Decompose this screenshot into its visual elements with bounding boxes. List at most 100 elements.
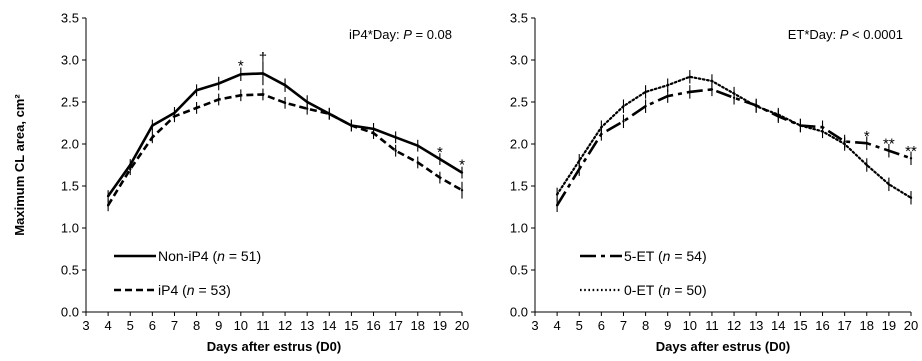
- data-point: [394, 136, 397, 139]
- data-point: [555, 193, 559, 196]
- significance-marker: †: [259, 50, 267, 67]
- data-point: [710, 79, 714, 83]
- x-tick-label: 8: [642, 318, 649, 333]
- significance-marker: *: [238, 58, 244, 75]
- data-point: [151, 136, 154, 139]
- x-axis-label: Days after estrus (D0): [207, 339, 341, 354]
- y-tick-label: 3.5: [61, 11, 79, 26]
- significance-marker: *: [864, 128, 870, 145]
- data-point: [622, 105, 625, 108]
- x-tick-label: 9: [664, 318, 671, 333]
- data-point: [261, 93, 265, 96]
- legend-item-Non-iP4: Non-iP4 (n = 51): [114, 248, 261, 264]
- y-tick-label: 1.0: [510, 221, 528, 236]
- x-tick-label: 5: [127, 318, 134, 333]
- data-point: [283, 84, 287, 87]
- x-tick-label: 8: [193, 318, 200, 333]
- annotation-p: P: [403, 27, 412, 42]
- x-tick-label: 11: [256, 318, 270, 333]
- legend-series-name: 0-ET (: [624, 282, 663, 298]
- annotation-prefix: iP4*Day:: [349, 27, 403, 42]
- data-point: [239, 73, 243, 76]
- legend-item-0-ET: 0-ET (n = 50): [580, 282, 707, 298]
- legend-series-name: iP4 (: [158, 282, 187, 298]
- x-tick-label: 16: [815, 318, 829, 333]
- data-point: [732, 92, 736, 95]
- y-tick-label: 3.0: [61, 53, 79, 68]
- data-point: [305, 100, 309, 104]
- legend-label: Non-iP4 (n = 51): [158, 248, 261, 264]
- y-tick-label: 2.5: [510, 95, 528, 110]
- data-point: [416, 161, 419, 164]
- data-point: [106, 204, 110, 207]
- data-point: [106, 194, 110, 198]
- x-tick-label: 13: [749, 318, 763, 333]
- data-point: [821, 130, 824, 133]
- x-tick-label: 15: [344, 318, 358, 333]
- x-tick-label: 13: [300, 318, 314, 333]
- series-iP4: [106, 88, 464, 212]
- data-point: [644, 105, 647, 108]
- legend-n: n: [187, 282, 195, 298]
- annotation-p: P: [840, 27, 849, 42]
- data-point: [555, 204, 559, 207]
- data-point: [438, 157, 442, 161]
- series-line: [106, 93, 463, 206]
- data-point: [887, 149, 891, 152]
- x-tick-label: 19: [882, 318, 896, 333]
- y-tick-label: 0.0: [510, 305, 528, 320]
- x-axis-label: Days after estrus (D0): [656, 339, 790, 354]
- annotation-prefix: ET*Day:: [788, 27, 840, 42]
- annotation-value: = 0.08: [412, 27, 452, 42]
- x-tick-label: 18: [411, 318, 425, 333]
- y-axis-label: Maximum CL area, cm²: [12, 94, 27, 236]
- y-tick-label: 1.5: [510, 179, 528, 194]
- x-tick-label: 14: [322, 318, 336, 333]
- data-point: [865, 163, 868, 167]
- y-tick-label: 0.5: [61, 263, 79, 278]
- y-tick-label: 2.0: [61, 137, 79, 152]
- data-point: [328, 112, 331, 115]
- x-tick-label: 7: [171, 318, 178, 333]
- x-tick-label: 11: [705, 318, 719, 333]
- x-tick-label: 4: [554, 318, 561, 333]
- x-tick-label: 14: [771, 318, 785, 333]
- significance-marker: *: [459, 157, 465, 174]
- data-point: [394, 149, 397, 152]
- legend-n-value: = 54): [670, 248, 706, 264]
- y-tick-label: 0.5: [510, 263, 528, 278]
- data-point: [909, 196, 913, 199]
- data-point: [261, 72, 265, 75]
- series-Non-iP4: [106, 61, 464, 202]
- chart-panel-1: 0.0 0.5 1.0 1.5 2.0 2.5 3.0 3.5 3 4 5 6 7 8 9 10 11 12 13 1…: [12, 11, 469, 355]
- legend-label: iP4 (n = 53): [158, 282, 231, 298]
- legend-n-value: = 51): [225, 248, 261, 264]
- y-tick-label: 1.5: [61, 179, 79, 194]
- data-point: [460, 189, 464, 192]
- x-tick-label: 9: [215, 318, 222, 333]
- legend-n: n: [663, 248, 671, 264]
- x-tick-label: 12: [727, 318, 741, 333]
- data-point: [666, 84, 669, 87]
- series-5-ET: [555, 82, 913, 213]
- x-tick-label: 19: [433, 318, 447, 333]
- chart-panel-2: 0.0 0.5 1.0 1.5 2.0 2.5 3.0 3.5 3 4 5 6 7 8 9 10 11 12 13 1…: [510, 11, 918, 355]
- data-point: [416, 144, 419, 147]
- x-tick-label: 17: [837, 318, 851, 333]
- legend-series-name: Non-iP4 (: [158, 248, 217, 264]
- significance-marker: *: [437, 144, 443, 161]
- interaction-p-value: iP4*Day: P = 0.08: [349, 27, 452, 42]
- x-tick-label: 20: [904, 318, 918, 333]
- x-tick-label: 3: [82, 318, 89, 333]
- data-point: [217, 82, 220, 85]
- data-point: [865, 141, 868, 145]
- y-tick-label: 3.5: [510, 11, 528, 26]
- x-tick-label: 5: [576, 318, 583, 333]
- data-point: [173, 115, 176, 118]
- series-0-ET: [555, 70, 913, 205]
- data-point: [777, 113, 780, 116]
- x-tick-label: 7: [620, 318, 627, 333]
- y-tick-label: 2.0: [510, 137, 528, 152]
- data-point: [622, 120, 625, 123]
